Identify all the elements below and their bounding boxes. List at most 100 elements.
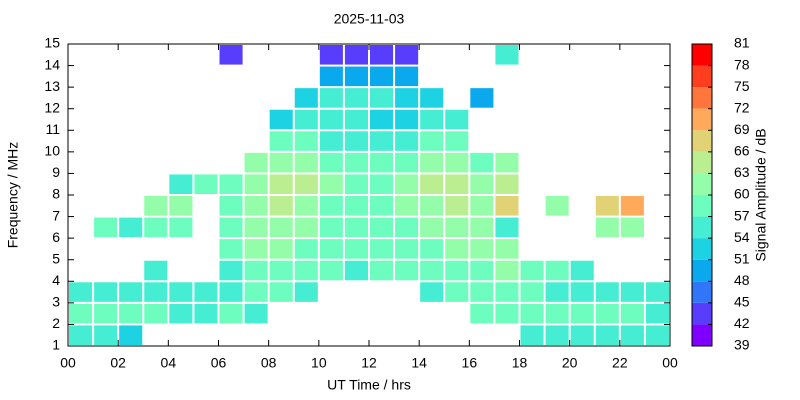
y-tick-label: 15 bbox=[44, 35, 60, 51]
colorbar-band bbox=[692, 65, 712, 88]
heat-cell bbox=[420, 239, 444, 259]
heat-cell bbox=[244, 239, 268, 259]
heat-cell bbox=[269, 131, 293, 151]
heat-cell bbox=[344, 109, 368, 130]
colorbar-tick-label: 48 bbox=[734, 272, 750, 288]
heat-cell bbox=[194, 174, 218, 194]
colorbar-band bbox=[692, 195, 712, 217]
heat-cell bbox=[445, 196, 469, 216]
colorbar-band bbox=[692, 216, 712, 239]
heat-cell bbox=[545, 303, 569, 324]
heat-cell bbox=[445, 239, 469, 259]
heat-cell bbox=[294, 260, 318, 281]
heat-cell bbox=[269, 196, 293, 216]
y-tick-label: 13 bbox=[44, 78, 60, 94]
x-tick-label: 18 bbox=[512, 355, 528, 371]
heat-cell bbox=[194, 282, 218, 302]
heat-cell bbox=[294, 109, 318, 130]
heat-cell bbox=[395, 45, 419, 65]
heat-cell bbox=[69, 325, 93, 345]
heat-cell bbox=[520, 303, 544, 324]
colorbar-band bbox=[692, 281, 712, 303]
heat-cell bbox=[395, 88, 419, 108]
heat-cell bbox=[470, 196, 494, 216]
y-tick-label: 12 bbox=[44, 99, 60, 115]
colorbar-frame bbox=[691, 43, 713, 347]
colorbar-tick-label: 72 bbox=[734, 99, 750, 115]
heat-cell bbox=[645, 282, 669, 302]
heat-cell bbox=[370, 239, 394, 259]
heat-cell bbox=[495, 45, 519, 65]
heat-cell bbox=[219, 260, 243, 281]
heat-cell bbox=[470, 303, 494, 324]
heat-cell bbox=[395, 239, 419, 259]
heat-cell bbox=[69, 303, 93, 324]
x-tick-label: 02 bbox=[110, 355, 126, 371]
heat-cell bbox=[344, 152, 368, 173]
heat-cell bbox=[219, 239, 243, 259]
plot-frame bbox=[67, 43, 671, 347]
heat-cell bbox=[319, 196, 343, 216]
heat-cell bbox=[395, 260, 419, 281]
heat-cell bbox=[445, 109, 469, 130]
y-tick-label: 8 bbox=[52, 186, 60, 202]
heat-cell bbox=[319, 88, 343, 108]
heat-cell bbox=[370, 217, 394, 238]
x-tick-label: 22 bbox=[612, 355, 628, 371]
y-tick-label: 14 bbox=[44, 56, 60, 72]
x-tick-label: 12 bbox=[361, 355, 377, 371]
heat-cell bbox=[319, 131, 343, 151]
heat-cell bbox=[645, 303, 669, 324]
heat-cell bbox=[545, 196, 569, 216]
y-axis-label: Frequency / MHz bbox=[5, 142, 21, 249]
heat-cell bbox=[370, 152, 394, 173]
heat-cell bbox=[294, 196, 318, 216]
heat-cell bbox=[169, 303, 193, 324]
colorbar-tick-label: 45 bbox=[734, 294, 750, 310]
y-tick-label: 4 bbox=[52, 272, 60, 288]
heat-cell bbox=[344, 66, 368, 87]
y-tick-label: 11 bbox=[45, 121, 60, 137]
heat-cell bbox=[119, 217, 143, 238]
heat-cell bbox=[269, 217, 293, 238]
heat-cell bbox=[495, 260, 519, 281]
heat-cell bbox=[119, 325, 143, 345]
heat-cell bbox=[269, 260, 293, 281]
heat-cell bbox=[645, 325, 669, 345]
heat-cell bbox=[570, 303, 594, 324]
heatmap bbox=[69, 45, 669, 345]
heat-cell bbox=[294, 152, 318, 173]
x-tick-label: 00 bbox=[662, 355, 678, 371]
heat-cell bbox=[319, 45, 343, 65]
heat-cell bbox=[294, 282, 318, 302]
heat-cell bbox=[445, 282, 469, 302]
heat-cell bbox=[470, 239, 494, 259]
colorbar-band bbox=[692, 302, 712, 325]
heat-cell bbox=[495, 196, 519, 216]
heat-cell bbox=[420, 152, 444, 173]
colorbar-tick-label: 39 bbox=[734, 337, 750, 353]
colorbar-tick-label: 69 bbox=[734, 121, 750, 137]
heat-cell bbox=[445, 174, 469, 194]
heat-cell bbox=[395, 217, 419, 238]
heat-cell bbox=[420, 282, 444, 302]
heat-cell bbox=[445, 131, 469, 151]
y-tick-label: 9 bbox=[52, 164, 60, 180]
heat-cell bbox=[119, 303, 143, 324]
heat-cell bbox=[395, 66, 419, 87]
colorbar-tick-label: 60 bbox=[734, 186, 750, 202]
heat-cell bbox=[495, 217, 519, 238]
x-tick-label: 14 bbox=[411, 355, 427, 371]
colorbar-tick-label: 54 bbox=[734, 229, 750, 245]
heat-cell bbox=[395, 152, 419, 173]
heat-cell bbox=[445, 152, 469, 173]
heat-cell bbox=[269, 239, 293, 259]
heat-cell bbox=[344, 88, 368, 108]
heat-cell bbox=[219, 282, 243, 302]
heat-cell bbox=[219, 174, 243, 194]
heat-cell bbox=[219, 196, 243, 216]
heat-cell bbox=[94, 217, 118, 238]
heat-cell bbox=[620, 303, 644, 324]
colorbar-band bbox=[692, 108, 712, 131]
